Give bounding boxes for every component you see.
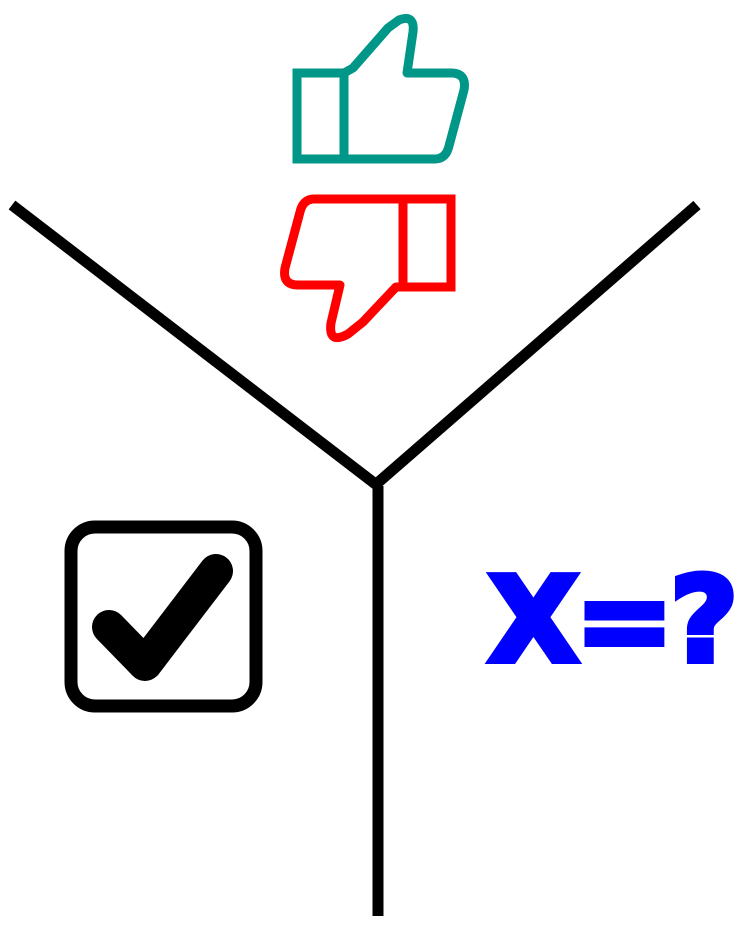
thumbs-up-icon — [292, 14, 469, 164]
thumbs-down-hand — [280, 194, 408, 343]
thumbs-up-hand — [339, 14, 469, 164]
check-mark — [92, 554, 233, 681]
divider-left-arm — [8, 200, 382, 491]
y-divider — [8, 200, 701, 916]
divider-right-arm — [370, 200, 701, 491]
thumbs-down-icon — [280, 194, 456, 343]
thumbs-down-cuff — [398, 194, 456, 292]
checkbox-frame — [64, 520, 263, 713]
checked-checkbox-icon — [64, 520, 263, 713]
thumbs-up-cuff — [292, 68, 349, 164]
equation-label: X=? — [485, 551, 741, 689]
